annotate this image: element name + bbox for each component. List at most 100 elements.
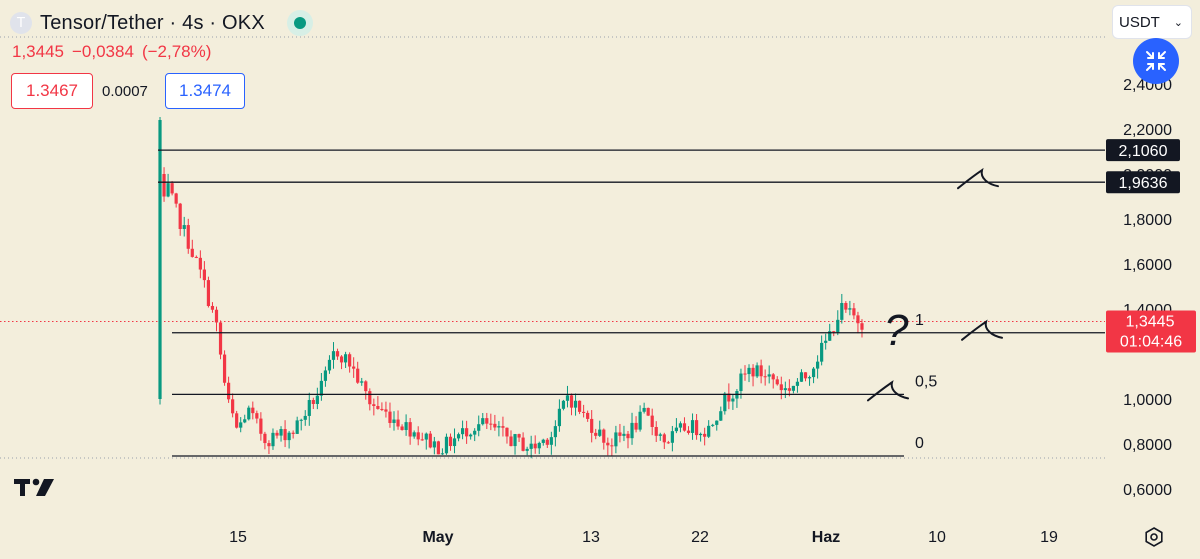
candle-body xyxy=(521,437,525,451)
candle-body xyxy=(412,432,416,437)
candle-body xyxy=(287,432,291,441)
collapse-button[interactable] xyxy=(1133,38,1179,84)
candle-body xyxy=(384,409,388,412)
candle-body xyxy=(279,429,283,436)
candle-body xyxy=(529,443,533,449)
candle-body xyxy=(771,374,775,380)
candle-body xyxy=(481,418,485,425)
y-tick-label: 1,6000 xyxy=(1123,257,1172,274)
candle-body xyxy=(424,433,428,440)
candle-body xyxy=(202,269,206,281)
chart-header: T Tensor/Tether · 4s · OKX xyxy=(10,10,313,36)
y-tick-label: 0,8000 xyxy=(1123,437,1172,454)
candle-body xyxy=(396,419,400,427)
candle-body xyxy=(251,407,255,414)
settings-gear-icon[interactable] xyxy=(1143,526,1165,553)
candle-body xyxy=(408,422,412,437)
price-summary: 1,3445 −0,0384 (−2,78%) xyxy=(12,42,211,62)
candle-body xyxy=(856,315,860,324)
candle-body xyxy=(614,432,618,447)
candle-body xyxy=(513,434,517,447)
candle-body xyxy=(473,430,477,435)
x-tick-label: Haz xyxy=(812,529,840,546)
candle-body xyxy=(275,432,279,436)
candle-body xyxy=(303,415,307,420)
candle-body xyxy=(372,404,376,406)
candle-body xyxy=(775,379,779,385)
price-tag-label: 1,9636 xyxy=(1119,175,1168,192)
candle-body xyxy=(828,331,832,341)
tradingview-logo-icon[interactable] xyxy=(14,474,58,503)
candle-body xyxy=(811,368,816,378)
candle-body xyxy=(634,422,638,430)
candle-body xyxy=(549,437,553,445)
candle-body xyxy=(618,432,622,436)
candle-body xyxy=(731,398,735,402)
candle-body xyxy=(460,428,465,435)
candle-body xyxy=(860,323,864,330)
candle-body xyxy=(283,429,287,441)
hand-drawn-mark[interactable] xyxy=(867,380,909,402)
candle-body xyxy=(715,420,719,425)
x-tick-label: 10 xyxy=(928,529,946,546)
candle-body xyxy=(186,225,190,249)
candle-body xyxy=(469,434,473,437)
candle-body xyxy=(533,443,537,449)
price-change-percent: (−2,78%) xyxy=(141,42,212,61)
candle-body xyxy=(210,305,215,310)
candle-body xyxy=(400,426,404,431)
candle-body xyxy=(848,308,852,310)
candle-body xyxy=(610,445,614,447)
candle-body xyxy=(638,411,642,430)
candle-body xyxy=(348,354,352,367)
candle-body xyxy=(315,395,319,404)
candle-body xyxy=(295,420,299,434)
candle-body xyxy=(694,420,699,436)
symbol-logo-icon: T xyxy=(10,12,32,34)
candle-body xyxy=(194,256,198,258)
candle-body xyxy=(739,373,743,392)
candle-body xyxy=(343,354,348,363)
price-tag xyxy=(1106,171,1180,194)
candle-body xyxy=(465,428,469,437)
currency-selector[interactable]: USDT ⌄ xyxy=(1112,5,1192,39)
candle-body xyxy=(247,407,251,420)
candle-body xyxy=(214,309,219,323)
candle-body xyxy=(392,419,396,423)
candle-body xyxy=(319,380,323,396)
candle-body xyxy=(327,359,332,371)
sell-button[interactable]: 1.3467 xyxy=(11,73,93,109)
candle-body xyxy=(743,373,747,375)
buy-button[interactable]: 1.3474 xyxy=(165,73,245,109)
candle-body xyxy=(231,399,235,414)
candle-body xyxy=(452,438,457,447)
candle-body xyxy=(170,183,174,194)
candle-body xyxy=(416,432,420,440)
candle-body xyxy=(420,439,424,441)
candle-body xyxy=(243,419,247,423)
candle-body xyxy=(255,413,259,419)
candle-body xyxy=(311,400,315,404)
candle-body xyxy=(501,426,505,428)
candle-body xyxy=(662,434,666,443)
candle-body xyxy=(352,366,356,369)
fib-level-label: 1 xyxy=(915,312,924,329)
candle-body xyxy=(747,367,751,375)
symbol-title[interactable]: Tensor/Tether · 4s · OKX xyxy=(40,11,265,34)
price-tag xyxy=(1106,139,1180,162)
current-price-tag xyxy=(1106,310,1196,353)
market-status-indicator[interactable] xyxy=(286,10,313,36)
candle-body xyxy=(840,303,844,320)
price-change: −0,0384 xyxy=(72,42,134,61)
candle-body xyxy=(727,393,731,402)
candle-body xyxy=(670,431,674,443)
candle-body xyxy=(182,225,186,229)
candle-body xyxy=(707,425,711,437)
hand-drawn-mark[interactable] xyxy=(957,167,999,190)
candle-body xyxy=(259,418,263,434)
candle-body xyxy=(799,372,804,382)
hand-drawn-mark[interactable] xyxy=(961,319,1003,341)
y-tick-label: 1,8000 xyxy=(1123,212,1172,229)
candle-body xyxy=(174,193,178,204)
